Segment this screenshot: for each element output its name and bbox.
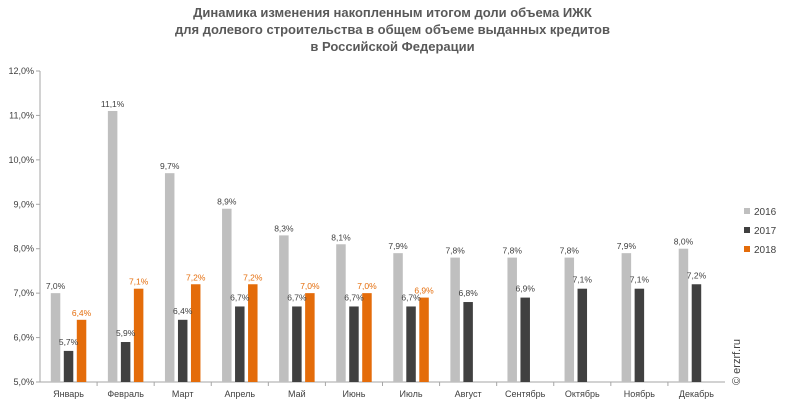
legend-swatch-2018 [744, 246, 750, 252]
x-tick-label: Июль [400, 389, 423, 399]
bar-2017 [177, 319, 188, 382]
bar-2017 [349, 306, 359, 382]
bar-2016 [107, 110, 118, 382]
chart-title: Динамика изменения накопленным итогом до… [0, 4, 785, 55]
data-label-2017: 6,7% [401, 292, 421, 302]
y-tick-label: 6,0% [13, 333, 34, 343]
bar-2016 [507, 257, 517, 382]
x-tick-label: Сентябрь [505, 389, 546, 399]
x-tick-label: Август [455, 389, 482, 399]
data-label-2016: 8,3% [274, 223, 294, 233]
bar-2016 [450, 257, 460, 382]
y-tick-label: 8,0% [13, 244, 34, 254]
x-tick-label: Июнь [343, 389, 366, 399]
bar-2016 [222, 208, 232, 382]
y-tick-label: 12,0% [8, 66, 34, 76]
bar-2018 [133, 288, 144, 382]
bar-2016 [678, 248, 689, 382]
legend-label-2016: 2016 [754, 207, 777, 218]
data-label-2018: 7,2% [243, 272, 263, 282]
data-label-2016: 9,7% [160, 161, 180, 171]
data-label-2016: 11,1% [101, 99, 125, 109]
x-tick-label: Январь [53, 389, 84, 399]
x-tick-label: Ноябрь [624, 389, 656, 399]
data-label-2018: 6,9% [414, 286, 434, 296]
axes: 5,0% 6,0% 7,0% 8,0% 9,0% 10,0% 11,0% 12,0% Январ… [8, 66, 725, 399]
y-tick-label: 7,0% [13, 288, 34, 298]
data-label-2017: 5,7% [59, 337, 79, 347]
bar-2017 [634, 288, 645, 382]
chart-title-line-3: в Российской Федерации [310, 39, 475, 54]
x-tick-label: Март [172, 389, 194, 399]
data-label-2016: 7,8% [445, 246, 465, 256]
x-tick-label: Май [288, 389, 306, 399]
data-label-2016: 7,8% [560, 246, 580, 256]
data-label-2017: 7,1% [573, 275, 593, 285]
data-label-2017: 7,2% [687, 270, 707, 280]
data-label-2017: 6,4% [173, 306, 193, 316]
bar-2016 [279, 235, 289, 382]
bar-2018 [248, 284, 258, 382]
data-label-2016: 8,1% [331, 232, 351, 242]
legend-swatch-2017 [744, 227, 750, 233]
y-tick-label: 11,0% [9, 110, 34, 120]
x-tick-label: Февраль [107, 389, 144, 399]
data-label-2018: 7,1% [129, 277, 149, 287]
legend-swatch-2016 [744, 208, 750, 214]
bar-2017 [463, 302, 473, 382]
bar-2018 [305, 293, 315, 382]
x-tick-label: Апрель [225, 389, 256, 399]
data-label-2017: 6,7% [230, 292, 250, 302]
watermark: © erzrf.ru [731, 339, 743, 385]
data-label-2016: 7,8% [503, 246, 523, 256]
bar-2016 [50, 293, 61, 382]
data-label-2016: 8,0% [674, 237, 694, 247]
bar-2017 [520, 297, 530, 382]
data-label-2017: 5,9% [116, 328, 136, 338]
bar-2017 [577, 288, 588, 382]
data-label-2017: 6,7% [287, 292, 307, 302]
data-labels: 7,0% 11,1% 9,7% 8,9% 8,3% 8,1% 7,9% 7,8% 7,8% 7,8… [46, 99, 707, 347]
legend-label-2018: 2018 [754, 245, 777, 256]
bar-2017 [691, 284, 702, 382]
bar-2017 [292, 306, 302, 382]
data-label-2016: 8,9% [217, 197, 237, 207]
data-label-2016: 7,9% [388, 241, 408, 251]
data-label-2018: 7,0% [357, 281, 377, 291]
bar-2016 [621, 253, 632, 382]
data-label-2018: 6,4% [72, 308, 92, 318]
data-label-2017: 6,9% [516, 284, 536, 294]
bar-2016 [336, 244, 346, 382]
data-label-2018: 7,0% [300, 281, 320, 291]
bars [50, 110, 702, 382]
y-tick-label: 10,0% [8, 155, 34, 165]
bar-2018 [362, 293, 372, 382]
y-tick-label: 5,0% [13, 377, 34, 387]
bar-2018 [419, 297, 429, 382]
x-tick-label: Октябрь [565, 389, 600, 399]
bar-2018 [76, 319, 87, 382]
chart-title-line-2: для долевого строительства в общем объем… [175, 22, 610, 37]
bar-2016 [393, 253, 403, 382]
legend-label-2017: 2017 [754, 226, 777, 237]
data-label-2017: 6,7% [344, 292, 364, 302]
x-tick-label: Декабрь [679, 389, 714, 399]
data-label-2016: 7,0% [46, 281, 66, 291]
bar-2017 [120, 342, 131, 382]
bar-2016 [564, 257, 575, 382]
legend: 2016 2017 2018 [744, 207, 777, 256]
chart-title-line-1: Динамика изменения накопленным итогом до… [193, 5, 592, 20]
bar-2018 [190, 284, 201, 382]
y-tick-label: 9,0% [13, 199, 34, 209]
bar-2017 [235, 306, 245, 382]
data-label-2016: 7,9% [617, 241, 637, 251]
data-label-2018: 7,2% [186, 272, 206, 282]
data-label-2017: 6,8% [458, 288, 478, 298]
bar-2016 [164, 173, 175, 382]
bar-2017 [406, 306, 416, 382]
data-label-2017: 7,1% [630, 275, 650, 285]
bar-2017 [63, 350, 74, 382]
